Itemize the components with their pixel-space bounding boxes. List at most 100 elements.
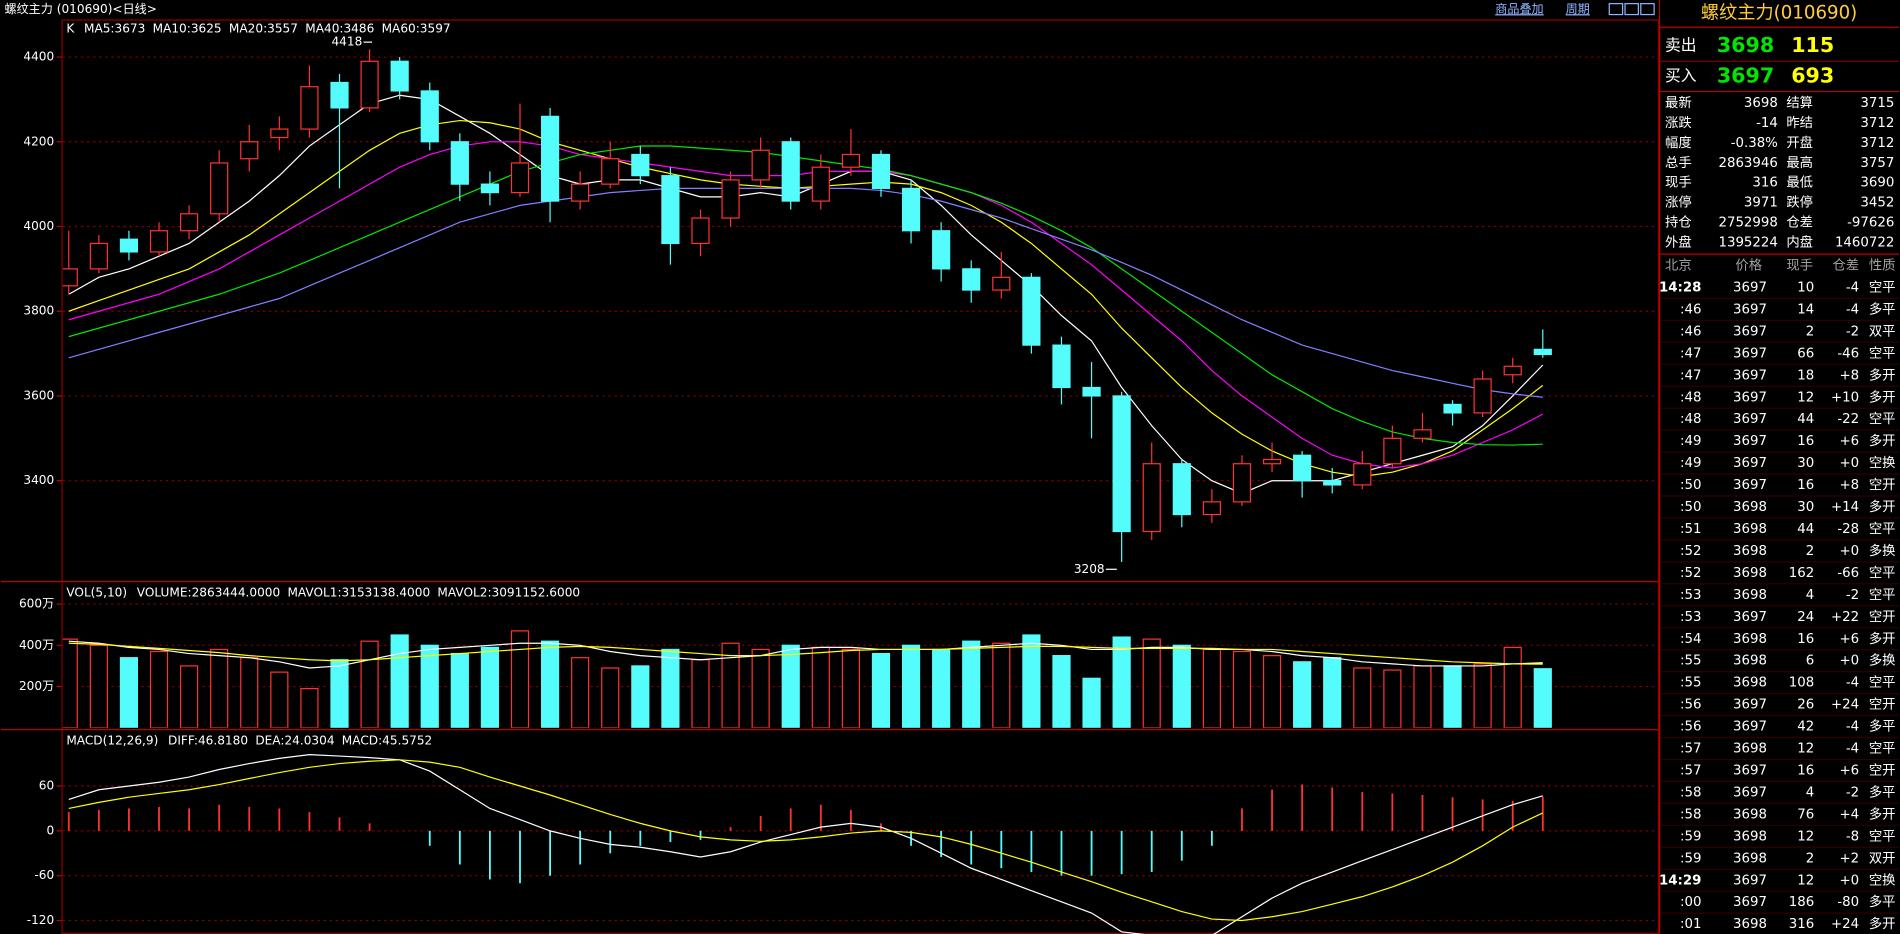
nav-icon[interactable] — [1624, 3, 1639, 16]
stat-value: 3452 — [1860, 196, 1894, 211]
trade-cell: 12 — [1797, 390, 1814, 405]
trade-cell: +0 — [1839, 873, 1859, 888]
trade-cell: +24 — [1831, 917, 1859, 932]
volume-bar — [210, 648, 229, 728]
trade-cell: 双开 — [1869, 851, 1896, 866]
trade-cell: :54 — [1680, 632, 1701, 647]
chart-frame — [61, 19, 1659, 934]
trade-cell: +22 — [1831, 610, 1859, 625]
stat-value: 1395224 — [1719, 235, 1778, 250]
candle-body — [571, 183, 590, 202]
stat-label: 最低 — [1786, 175, 1813, 191]
low-annotation: 3208 — [1074, 562, 1105, 576]
legend-entry: MAVOL2:3091152.6000 — [437, 586, 580, 600]
candle-body — [1443, 403, 1462, 414]
candle-body — [149, 230, 169, 253]
volume-bar — [1082, 677, 1101, 728]
trade-cell: 3697 — [1733, 610, 1767, 625]
trade-cell: 多换 — [1869, 542, 1896, 559]
trade-cell: 16 — [1797, 478, 1814, 493]
trade-cell: 空换 — [1869, 455, 1896, 471]
trade-cell: 316 — [1789, 917, 1814, 932]
legend-entry: MA20:3557 — [229, 22, 298, 36]
trade-cell: 24 — [1797, 610, 1814, 625]
candle-body — [240, 141, 259, 160]
trade-cell: 空换 — [1869, 872, 1896, 888]
legend-title: MACD(12,26,9) — [66, 734, 158, 748]
volume-bar — [1232, 650, 1252, 728]
trade-cell: :56 — [1680, 720, 1701, 735]
candle-body — [1232, 463, 1252, 503]
volume-bar — [1293, 661, 1312, 728]
volume-bar — [1052, 655, 1071, 728]
trade-cell: -4 — [1846, 302, 1859, 317]
period-button[interactable]: 周期 — [1566, 2, 1590, 16]
stat-value: 3698 — [1744, 96, 1778, 111]
trade-cell: -2 — [1846, 785, 1859, 800]
trade-cell: 3697 — [1733, 873, 1767, 888]
candle-body — [1202, 501, 1221, 516]
candle-body — [360, 60, 379, 109]
candle-body — [179, 213, 199, 232]
candle-body — [270, 128, 289, 139]
nav-icon[interactable] — [1640, 3, 1655, 16]
stat-label: 涨停 — [1665, 194, 1692, 211]
trade-cell: 4 — [1806, 785, 1814, 800]
volume-bar — [661, 648, 680, 728]
trade-cell: +6 — [1839, 763, 1859, 778]
trade-cell: 3698 — [1733, 742, 1767, 757]
trade-cell: :49 — [1680, 456, 1701, 471]
trade-cell: :58 — [1680, 807, 1701, 822]
trade-cell: 多开 — [1869, 498, 1896, 515]
volume-bar — [871, 652, 891, 728]
plot-area — [62, 49, 1552, 563]
trade-cell: 12 — [1797, 829, 1814, 844]
candle-body — [300, 86, 319, 130]
indicator-line — [68, 759, 1544, 922]
candle-body — [871, 153, 891, 189]
indicator-line — [68, 141, 1544, 469]
legend-entry: DEA:24.0304 — [255, 734, 334, 748]
volume-bar — [691, 659, 710, 728]
volume-bar — [480, 646, 500, 728]
trade-cell: -80 — [1837, 895, 1859, 910]
candle-body — [450, 141, 469, 185]
candle-body — [420, 90, 439, 143]
volume-bar — [149, 650, 169, 728]
volume-bar — [1443, 665, 1462, 728]
trade-cell: 3697 — [1733, 895, 1767, 910]
stat-label: 幅度 — [1665, 135, 1692, 151]
stat-value: -14 — [1756, 116, 1778, 131]
trade-cell: 空平 — [1869, 741, 1896, 757]
trade-cell: 3697 — [1733, 434, 1767, 449]
legend-title: VOL(5,10) — [66, 586, 127, 600]
nav-icon[interactable] — [1608, 3, 1624, 16]
trade-cell: :52 — [1680, 566, 1701, 581]
legend-entry: MACD:45.5752 — [342, 734, 432, 748]
overlay-button[interactable]: 商品叠加 — [1495, 1, 1543, 16]
candle-body — [119, 238, 139, 253]
y-tick-label: 4400 — [23, 50, 54, 64]
trade-cell: +0 — [1839, 544, 1859, 559]
trade-cell: 3697 — [1733, 390, 1767, 405]
trade-cell: :50 — [1680, 478, 1701, 493]
candle-body — [751, 149, 770, 181]
trade-cell: 多平 — [1869, 893, 1896, 910]
plot-area — [67, 753, 1544, 934]
volume-bar — [270, 671, 289, 728]
candle-body — [1142, 463, 1161, 533]
trade-cell: 3697 — [1733, 720, 1767, 735]
candle-body — [691, 217, 710, 245]
candle-body — [1383, 437, 1402, 465]
trade-cell: 多开 — [1869, 915, 1896, 932]
trade-cell: :47 — [1680, 346, 1701, 361]
volume-bar — [510, 630, 530, 728]
stat-value: 3757 — [1860, 156, 1894, 171]
trade-cell: :00 — [1680, 895, 1701, 910]
legend-entry: MAVOL1:3153138.4000 — [287, 586, 430, 600]
trade-cell: 空平 — [1869, 345, 1896, 361]
stat-label: 现手 — [1665, 175, 1692, 191]
trade-cell: 16 — [1797, 632, 1814, 647]
